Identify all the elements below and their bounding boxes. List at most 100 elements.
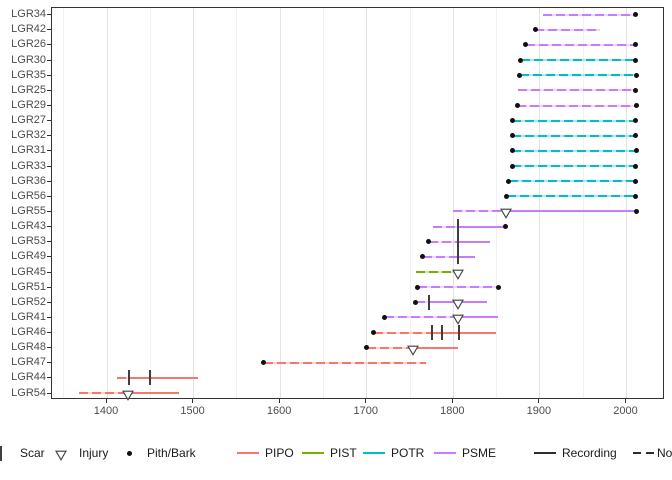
pith-dot bbox=[518, 57, 524, 63]
injury-marker bbox=[121, 388, 134, 406]
scar-mark bbox=[440, 325, 443, 341]
y-axis-label: LGR54 bbox=[11, 386, 46, 399]
non-recording-segment bbox=[506, 195, 636, 198]
legend-label: POTR bbox=[391, 446, 425, 460]
y-axis-label: LGR47 bbox=[11, 356, 46, 369]
recording-segment bbox=[431, 331, 497, 334]
non-recording-segment bbox=[512, 134, 635, 137]
gridline-minor bbox=[236, 8, 238, 398]
bark-dot bbox=[632, 12, 638, 18]
pith-dot bbox=[382, 314, 388, 320]
injury-triangle-icon bbox=[451, 299, 464, 311]
bark-dot bbox=[632, 87, 638, 93]
gridline-major bbox=[452, 8, 454, 398]
pith-dot bbox=[413, 299, 419, 305]
non-recording-segment bbox=[384, 316, 459, 319]
pith-dot bbox=[509, 118, 515, 124]
non-recording-segment bbox=[520, 59, 635, 62]
y-axis-tick bbox=[47, 210, 51, 212]
bark-dot bbox=[495, 284, 501, 290]
pith-dot bbox=[509, 148, 515, 154]
pith-dot bbox=[504, 193, 510, 199]
bark-dot bbox=[634, 103, 640, 109]
y-axis-tick bbox=[47, 286, 51, 288]
y-axis-label: LGR51 bbox=[11, 280, 46, 293]
y-axis-label: LGR43 bbox=[11, 220, 46, 233]
recording-segment bbox=[458, 255, 475, 258]
y-axis-tick bbox=[47, 347, 51, 349]
legend-label: Non-recording bbox=[657, 446, 672, 460]
legend-label: PSME bbox=[462, 446, 497, 460]
non-recording-segment bbox=[525, 43, 636, 46]
y-axis-tick bbox=[47, 316, 51, 318]
y-axis-label: LGR25 bbox=[11, 83, 46, 96]
y-axis-tick bbox=[47, 14, 51, 16]
pith-dot bbox=[517, 72, 523, 78]
legend-recording-line-icon bbox=[534, 452, 556, 454]
gridline-major bbox=[625, 8, 627, 398]
y-axis-label: LGR42 bbox=[11, 23, 46, 36]
y-axis-label: LGR32 bbox=[11, 129, 46, 142]
y-axis-label: LGR26 bbox=[11, 38, 46, 51]
gridline-major bbox=[106, 8, 108, 398]
injury-triangle-icon bbox=[121, 390, 134, 401]
y-axis-tick bbox=[47, 271, 51, 273]
pith-dot bbox=[364, 345, 370, 351]
bark-dot bbox=[632, 42, 638, 48]
recording-segment bbox=[412, 346, 458, 349]
y-axis-tick bbox=[47, 180, 51, 182]
pith-dot bbox=[509, 133, 515, 139]
recording-segment bbox=[127, 392, 179, 395]
non-recording-segment bbox=[373, 331, 432, 334]
y-axis-label: LGR45 bbox=[11, 265, 46, 278]
gridline-minor bbox=[149, 8, 151, 398]
y-axis-tick bbox=[47, 44, 51, 46]
y-axis-label: LGR53 bbox=[11, 235, 46, 248]
x-axis-label: 2000 bbox=[613, 405, 638, 417]
legend-label: Injury bbox=[79, 446, 109, 460]
non-recording-segment bbox=[428, 240, 459, 243]
y-axis-label: LGR30 bbox=[11, 53, 46, 66]
gridline-major bbox=[279, 8, 281, 398]
scar-mark bbox=[458, 325, 461, 341]
legend-label: Scar bbox=[20, 446, 45, 460]
recording-segment bbox=[458, 225, 506, 228]
non-recording-segment bbox=[263, 361, 427, 364]
y-axis-tick bbox=[47, 89, 51, 91]
gridline-minor bbox=[582, 8, 584, 398]
x-axis-label: 1400 bbox=[93, 405, 119, 417]
y-axis-tick bbox=[47, 165, 51, 167]
gridline-minor bbox=[496, 8, 498, 398]
y-axis-label: LGR48 bbox=[11, 341, 46, 354]
injury-marker bbox=[406, 343, 419, 361]
non-recording-segment bbox=[512, 119, 635, 122]
injury-marker bbox=[500, 206, 512, 224]
gridline-major bbox=[366, 8, 368, 398]
legend-label: Recording bbox=[562, 446, 617, 460]
y-axis-label: LGR55 bbox=[11, 204, 46, 217]
legend-pith-bark-icon bbox=[127, 451, 132, 456]
injury-marker bbox=[451, 297, 464, 315]
pith-dot bbox=[420, 254, 426, 260]
x-axis-label: 1500 bbox=[180, 405, 205, 417]
legend-label: PIPO bbox=[265, 446, 294, 460]
bark-dot bbox=[632, 57, 638, 63]
y-axis-tick bbox=[47, 150, 51, 152]
x-axis-label: 1700 bbox=[353, 405, 378, 417]
y-axis-tick bbox=[47, 195, 51, 197]
bark-dot bbox=[634, 148, 640, 154]
non-recording-segment bbox=[422, 255, 459, 258]
injury-triangle-icon bbox=[451, 269, 464, 280]
y-axis-label: LGR56 bbox=[11, 189, 46, 202]
recording-segment bbox=[506, 210, 637, 213]
y-axis-tick bbox=[47, 226, 51, 228]
x-axis-label: 1600 bbox=[266, 405, 292, 417]
x-axis-tick bbox=[365, 399, 367, 403]
pith-dot bbox=[426, 239, 432, 245]
pith-dot bbox=[532, 27, 538, 33]
non-recording-segment bbox=[117, 376, 129, 379]
y-axis-tick bbox=[47, 74, 51, 76]
x-axis-tick bbox=[105, 399, 107, 403]
pith-dot bbox=[371, 330, 377, 336]
legend-label: Pith/Bark bbox=[147, 446, 196, 460]
